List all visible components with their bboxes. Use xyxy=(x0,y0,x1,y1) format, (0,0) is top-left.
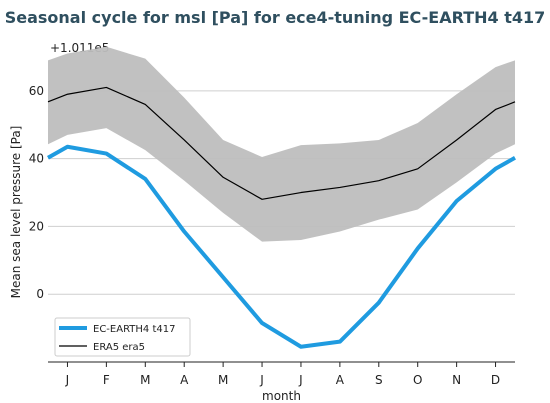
era5-band-area xyxy=(48,46,515,242)
y-tick-label-40: 40 xyxy=(29,152,44,166)
chart-title: Seasonal cycle for msl [Pa] for ece4-tun… xyxy=(5,8,546,27)
x-tick-label: S xyxy=(375,373,383,387)
x-tick-label: J xyxy=(259,373,264,387)
x-tick-label: J xyxy=(65,373,70,387)
x-tick-label: M xyxy=(140,373,150,387)
series-lines xyxy=(47,86,516,349)
x-axis-label: month xyxy=(262,389,301,403)
legend-label-era5: ERA5 era5 xyxy=(93,342,145,353)
legend-label-ec-earth4: EC-EARTH4 t417 xyxy=(93,324,175,335)
era5-spread-band xyxy=(48,46,515,242)
y-axis-label: Mean sea level pressure [Pa] xyxy=(9,126,23,299)
x-tick-label: A xyxy=(336,373,345,387)
x-tick-label: O xyxy=(413,373,422,387)
legend: EC-EARTH4 t417 ERA5 era5 xyxy=(54,317,191,357)
x-tick-label: N xyxy=(452,373,461,387)
tick-labels: 0 20 40 60 J F M A M J J A S O N D xyxy=(29,84,500,387)
x-tick-label: D xyxy=(491,373,500,387)
x-tick-label: J xyxy=(298,373,303,387)
y-tick-label-60: 60 xyxy=(29,84,44,98)
x-tick-label: A xyxy=(180,373,189,387)
x-tick-label: F xyxy=(103,373,110,387)
series-line-era5 xyxy=(47,86,516,200)
y-tick-label-0: 0 xyxy=(36,287,44,301)
x-tick-label: M xyxy=(218,373,228,387)
series-line-ec-earth4 xyxy=(47,144,516,349)
legend-box xyxy=(54,317,191,357)
y-tick-label-20: 20 xyxy=(29,219,44,233)
